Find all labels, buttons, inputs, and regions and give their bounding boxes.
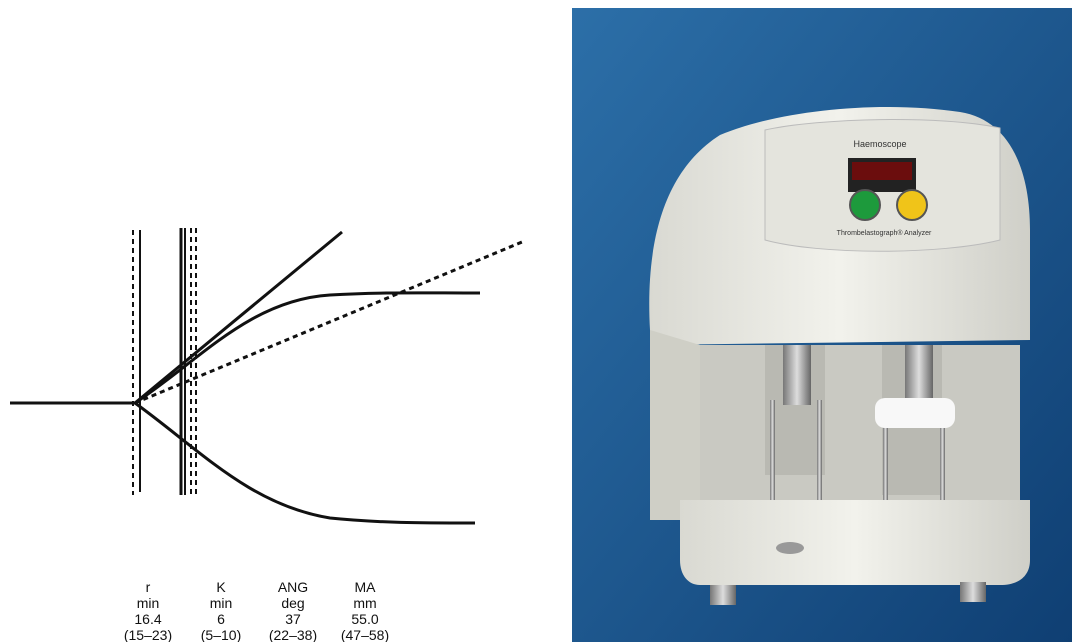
upper-trace — [134, 291, 481, 405]
range: (15–23) — [124, 627, 172, 642]
value: 55.0 — [351, 611, 378, 627]
brand-label: Haemoscope — [853, 139, 906, 149]
green-button — [849, 189, 881, 221]
teg-tracing — [10, 228, 523, 525]
rod — [770, 400, 775, 500]
lower-trace — [134, 401, 476, 525]
reference-tangent — [134, 240, 523, 405]
yellow-button — [896, 189, 928, 221]
parameter-table: r min 16.4 (15–23) K min 6 (5–10) ANG de… — [124, 579, 389, 642]
parameter: ANG — [278, 579, 308, 595]
value: 6 — [217, 611, 225, 627]
unit: deg — [281, 595, 304, 611]
rod — [940, 420, 945, 505]
display-digits — [852, 162, 912, 180]
device-photo: Haemoscope Thrombelastograph® Analyzer — [572, 8, 1072, 642]
angle-tangent — [134, 230, 343, 405]
rod — [883, 420, 888, 505]
parameter: MA — [355, 579, 377, 595]
value: 16.4 — [134, 611, 161, 627]
range: (22–38) — [269, 627, 317, 642]
cup — [776, 542, 804, 554]
unit: mm — [353, 595, 376, 611]
pin-right — [905, 345, 933, 400]
value: 37 — [285, 611, 301, 627]
unit: min — [210, 595, 233, 611]
foot — [710, 585, 736, 605]
range: (5–10) — [201, 627, 241, 642]
parameter: K — [216, 579, 226, 595]
device-base — [680, 500, 1030, 585]
cavity — [700, 345, 1020, 505]
rod — [817, 400, 822, 500]
pin-left — [783, 345, 811, 405]
model-label: Thrombelastograph® Analyzer — [837, 229, 932, 237]
parameter: r — [146, 579, 151, 595]
foot — [960, 582, 986, 602]
unit: min — [137, 595, 160, 611]
cup-holder — [875, 398, 955, 428]
range: (47–58) — [341, 627, 389, 642]
device-side — [650, 330, 700, 520]
